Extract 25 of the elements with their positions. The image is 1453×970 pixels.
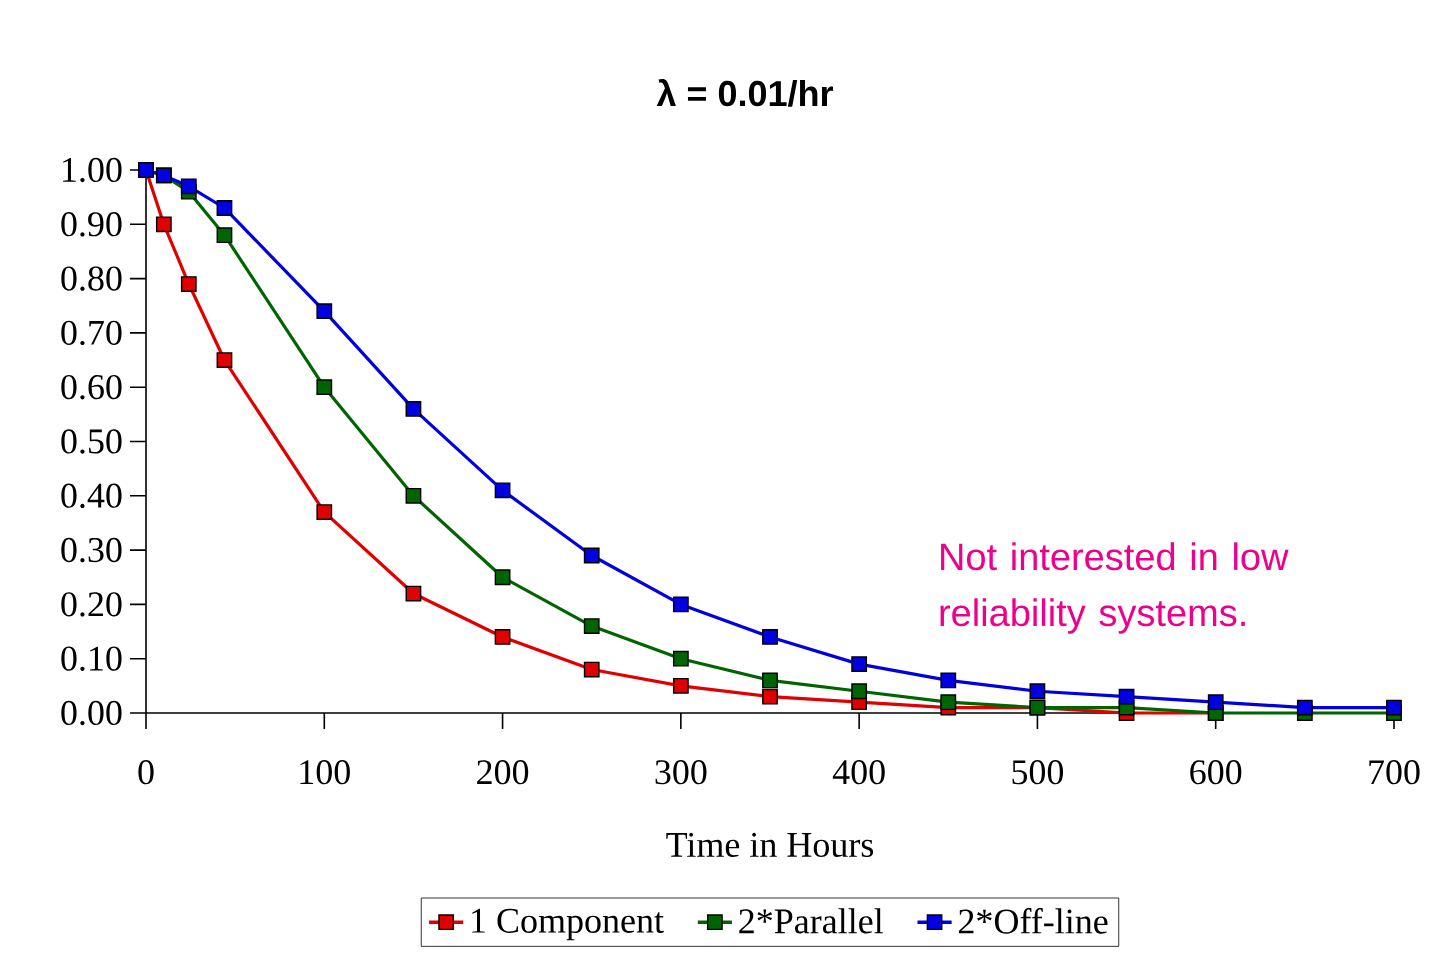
y-tick-label: 1.00: [63, 157, 122, 183]
x-tick-label: 400: [832, 760, 885, 785]
x-tick-label: 500: [1012, 760, 1064, 785]
y-tick-label: 0.10: [61, 646, 122, 671]
x-tick-label: 300: [655, 760, 707, 785]
y-tick-label: 0.00: [61, 700, 122, 726]
y-tick-label: 0.60: [61, 374, 122, 400]
chart-title: λ = 0.01/hr: [656, 78, 834, 107]
legend-label: 2*Off-line: [959, 908, 1108, 934]
x-tick-label: 100: [300, 760, 350, 785]
y-tick-label: 0.40: [61, 483, 122, 509]
x-tick-label: 0: [138, 760, 154, 785]
x-axis-title: Time in Hours: [666, 832, 874, 858]
y-tick-label: 0.50: [61, 429, 122, 454]
y-tick-label: 0.70: [61, 320, 122, 346]
x-tick-label: 600: [1190, 760, 1242, 785]
annotation: Not interested in low reliability systems.: [940, 542, 1289, 634]
y-tick-label: 0.30: [61, 537, 122, 563]
x-tick-label: 200: [477, 760, 529, 785]
x-tick-label: 700: [1369, 760, 1420, 785]
y-tick-label: 0.90: [61, 212, 122, 237]
y-tick-label: 0.20: [61, 592, 122, 617]
y-tick-label: 0.80: [61, 266, 122, 291]
legend-label: 1 Component: [472, 908, 664, 941]
legend-label: 2*Parallel: [739, 908, 883, 934]
